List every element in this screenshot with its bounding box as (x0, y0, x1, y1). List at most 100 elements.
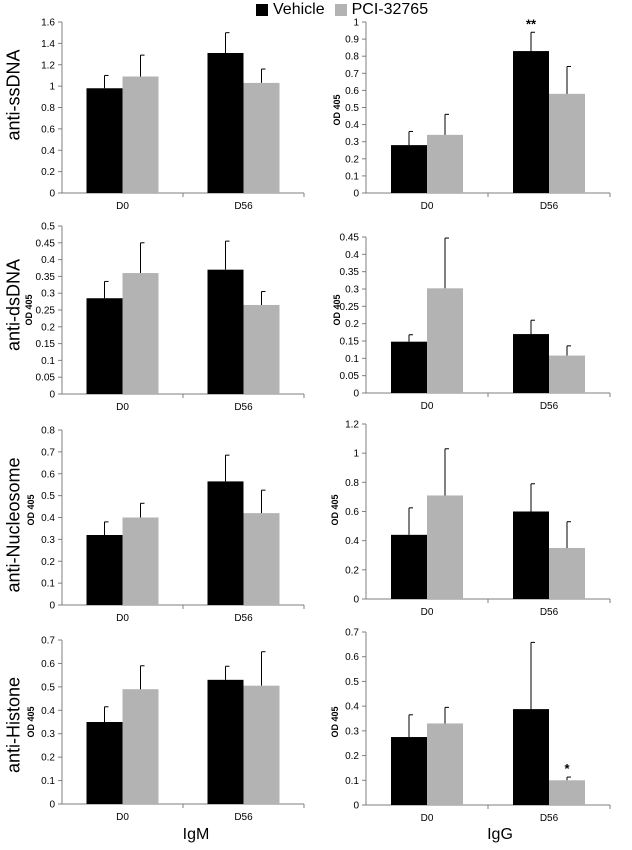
panel-2-y-tick-label: 0.2 (345, 154, 359, 165)
panel-1-y-tick-label: 0 (49, 189, 55, 200)
panel-8-x-tick-label: D56 (540, 813, 559, 824)
panel-3-y-tick-label: 0.3 (41, 289, 55, 300)
panel-2-bar-vehicle-d0 (391, 145, 427, 193)
panel-5-x-tick-label: D0 (116, 613, 129, 624)
panel-8-bar-pci-32765-d0 (427, 723, 463, 805)
panel-1-y-tick-label: 0.6 (41, 124, 55, 135)
legend: Vehicle PCI-32765 (256, 0, 438, 20)
panel-8-significance-label: * (564, 761, 570, 776)
panel-5-y-axis-title: OD 405 (26, 494, 36, 525)
panel-7-y-tick-label: 0 (49, 800, 55, 811)
panel-8-y-tick-label: 0.7 (345, 628, 359, 639)
panel-3-x-tick-label: D56 (234, 402, 253, 413)
panel-4-y-tick-label: 0.35 (340, 267, 360, 278)
panel-4-bar-pci-32765-d0 (427, 288, 463, 393)
panel-2-y-tick-label: 0.1 (345, 171, 359, 182)
panel-5-y-tick-label: 0.7 (41, 447, 55, 458)
panel-1-bar-pci-32765-d0 (122, 76, 159, 193)
panel-3-y-tick-label: 0.5 (41, 222, 55, 233)
panel-2-y-tick-label: 1 (353, 18, 359, 29)
panel-2-x-tick-label: D56 (540, 201, 559, 212)
panel-7-x-tick-label: D56 (234, 812, 253, 823)
panel-6-y-tick-label: 0.4 (345, 536, 359, 547)
panel-5-y-tick-label: 0.2 (41, 557, 55, 568)
panel-1-x-tick-label: D0 (116, 201, 129, 212)
panel-1-y-tick-label: 0.8 (41, 103, 55, 114)
panel-2-y-tick-label: 0.9 (345, 35, 359, 46)
panel-1-y-tick-label: 1 (49, 82, 55, 93)
panel-8-x-tick-label: D0 (421, 813, 434, 824)
panel-4-y-tick-label: 0.25 (340, 302, 360, 313)
panel-6-y-tick-label: 0.8 (345, 478, 359, 489)
panel-7-y-tick-label: 0.6 (41, 659, 55, 670)
panel-2-y-tick-label: 0.4 (345, 120, 359, 131)
panel-1-y-tick-label: 1.6 (41, 18, 55, 29)
panel-5-y-tick-label: 0.4 (41, 513, 55, 524)
panel-5-bar-vehicle-d0 (86, 535, 123, 605)
panel-1-y-tick-label: 0.4 (41, 146, 55, 157)
panel-2-bar-pci-32765-d0 (427, 134, 463, 193)
panel-7-bar-pci-32765-d0 (122, 689, 159, 804)
panel-5-y-tick-label: 0.8 (41, 426, 55, 437)
panel-3-y-tick-label: 0.15 (36, 339, 56, 350)
panel-3-bar-vehicle-d56 (207, 269, 244, 394)
panel-3-bar-vehicle-d0 (86, 298, 123, 394)
panel-4-y-tick-label: 0.45 (340, 233, 360, 244)
panel-6-y-tick-label: 0 (353, 595, 359, 606)
panel-6-y-tick-label: 0.2 (345, 565, 359, 576)
panel-6-y-tick-label: 1.2 (345, 420, 359, 431)
panel-2-y-tick-label: 0.8 (345, 52, 359, 63)
panel-7-y-tick-label: 0.4 (41, 706, 55, 717)
panel-8-y-tick-label: 0 (353, 801, 359, 812)
panel-4-y-axis-title: OD 405 (332, 294, 342, 325)
panel-4-y-tick-label: 0 (353, 389, 359, 400)
panel-6-bar-pci-32765-d0 (427, 495, 463, 599)
panel-4-bar-pci-32765-d56 (549, 355, 585, 393)
panel-6-bar-pci-32765-d56 (549, 547, 585, 599)
panel-7-y-tick-label: 0.2 (41, 753, 55, 764)
panel-7-y-tick-label: 0.5 (41, 682, 55, 693)
panel-7-y-axis-title: OD 405 (26, 706, 36, 737)
panel-7-y-tick-label: 0.7 (41, 636, 55, 647)
panel-4-y-tick-label: 0.05 (340, 371, 360, 382)
panel-2-significance-label: ** (526, 16, 537, 31)
panel-2-y-tick-label: 0.7 (345, 69, 359, 80)
panel-5-bar-vehicle-d56 (207, 481, 244, 605)
panel-2-x-tick-label: D0 (421, 201, 434, 212)
panel-8-y-tick-label: 0.6 (345, 652, 359, 663)
panel-6-x-tick-label: D0 (421, 607, 434, 618)
panel-2-y-tick-label: 0.3 (345, 137, 359, 148)
panel-8-y-tick-label: 0.3 (345, 726, 359, 737)
legend-label-vehicle: Vehicle (273, 1, 325, 18)
panel-6-y-axis-title: OD 405 (330, 494, 340, 525)
panel-3-y-tick-label: 0.05 (36, 373, 56, 384)
panel-5-y-tick-label: 0.1 (41, 579, 55, 590)
panel-5-bar-pci-32765-d56 (243, 513, 280, 605)
panel-1-y-tick-label: 1.4 (41, 39, 55, 50)
panel-1-bar-vehicle-d0 (86, 88, 123, 193)
panel-3-y-tick-label: 0.1 (41, 356, 55, 367)
panel-4-bar-vehicle-d56 (513, 334, 549, 393)
column-label-igm: IgM (182, 826, 210, 843)
legend-swatch-pci (334, 4, 347, 16)
panel-4-y-tick-label: 0.4 (345, 250, 359, 261)
panel-8-y-tick-label: 0.5 (345, 677, 359, 688)
panel-5-y-tick-label: 0.5 (41, 491, 55, 502)
panel-7-y-tick-label: 0.1 (41, 776, 55, 787)
panel-6-y-tick-label: 0.6 (345, 507, 359, 518)
panel-6-x-tick-label: D56 (540, 607, 559, 618)
panel-6-bar-vehicle-d56 (513, 511, 549, 599)
panel-4-y-tick-label: 0.15 (340, 337, 360, 348)
panel-1-x-tick-label: D56 (234, 201, 253, 212)
panel-1-y-tick-label: 0.2 (41, 167, 55, 178)
panel-1-bar-pci-32765-d56 (243, 82, 280, 193)
legend-item-pci: PCI-32765 (334, 1, 428, 19)
panel-7-bar-pci-32765-d56 (243, 685, 280, 804)
panel-6-y-tick-label: 1 (353, 449, 359, 460)
panel-5-x-tick-label: D56 (234, 613, 253, 624)
panel-4-y-tick-label: 0.2 (345, 319, 359, 330)
panel-7-x-tick-label: D0 (116, 812, 129, 823)
panel-1-y-tick-label: 1.2 (41, 60, 55, 71)
